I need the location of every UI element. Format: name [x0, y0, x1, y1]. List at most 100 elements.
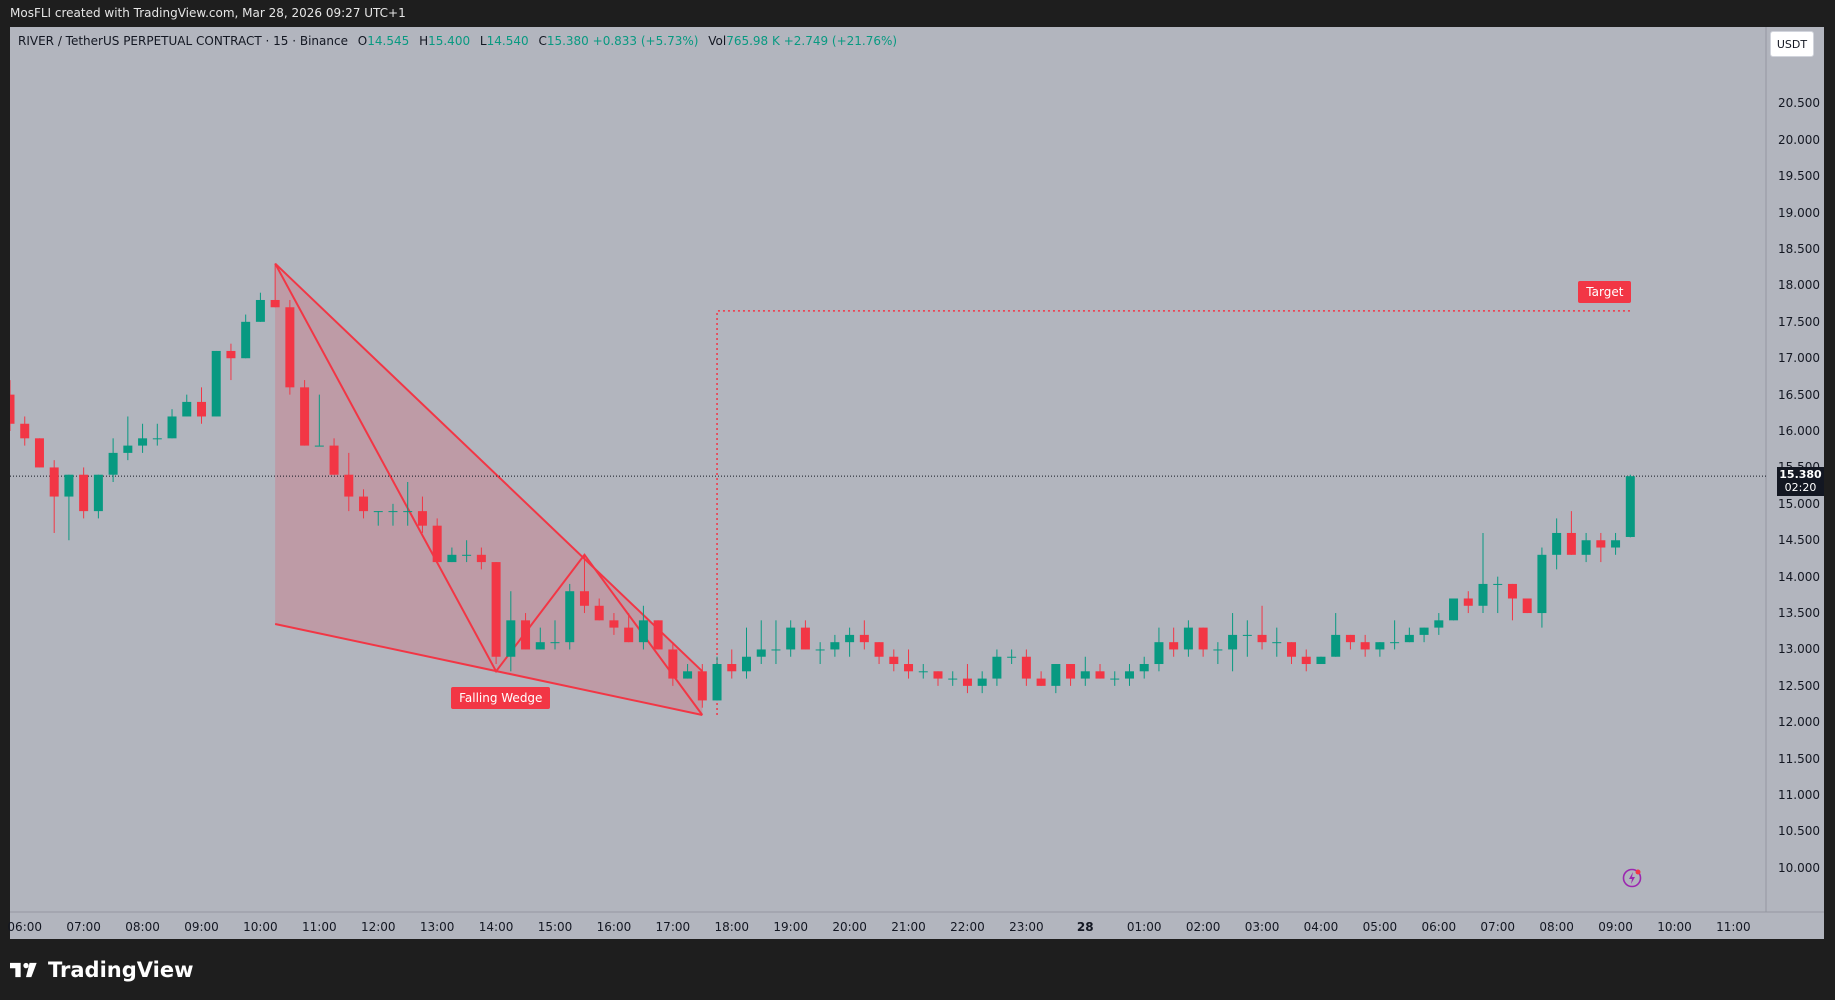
- candle-body: [1007, 656, 1017, 658]
- candle-body: [1169, 642, 1179, 650]
- candle-body: [1345, 634, 1355, 643]
- candle-body: [167, 416, 177, 439]
- candle-body: [786, 627, 796, 650]
- volume-label: Vol: [708, 34, 727, 48]
- current-price-label: 15.380 02:20: [1777, 467, 1824, 497]
- wedge-lower-line: [274, 622, 703, 716]
- candle-body: [683, 671, 693, 679]
- candle-body: [447, 554, 457, 563]
- time-tick-label: 17:00: [655, 920, 691, 934]
- candle-body: [1331, 634, 1341, 657]
- time-tick-label: 16:00: [596, 920, 632, 934]
- candle-body: [1213, 649, 1223, 651]
- candle-body: [771, 649, 781, 651]
- price-tick-label: 18.000: [1778, 278, 1820, 293]
- close-label: C: [538, 34, 547, 48]
- candle-body: [697, 671, 707, 701]
- chart-attribution: MosFLI created with TradingView.com, Mar…: [10, 6, 406, 20]
- currency-button[interactable]: USDT: [1770, 31, 1814, 57]
- candle-body: [1493, 583, 1503, 585]
- time-tick-label: 10:00: [243, 920, 278, 934]
- candle-body: [874, 642, 884, 657]
- time-tick-label: 03:00: [1244, 920, 1280, 934]
- time-tick-label: 20:00: [832, 920, 867, 934]
- candle-body: [756, 649, 766, 657]
- time-tick-label: 22:00: [950, 920, 985, 934]
- candle-body: [1154, 642, 1164, 665]
- candle-body: [668, 649, 678, 679]
- brand-name: TradingView: [48, 958, 194, 982]
- price-tick-label: 17.500: [1778, 314, 1820, 329]
- candle-body: [1478, 583, 1488, 606]
- symbol-legend: RIVER / TetherUS PERPETUAL CONTRACT · 15…: [18, 34, 897, 48]
- candle-body: [1463, 598, 1473, 606]
- candle-body: [933, 671, 943, 679]
- candle-body: [638, 620, 648, 643]
- price-tick-label: 12.000: [1778, 715, 1820, 730]
- price-tick-label: 20.500: [1778, 96, 1820, 111]
- time-tick-label: 18:00: [714, 920, 750, 934]
- candle-body: [1611, 540, 1621, 548]
- candle-body: [79, 474, 89, 512]
- candle-body: [182, 401, 192, 417]
- snapshot-icon[interactable]: [1622, 868, 1642, 888]
- price-tick-label: 13.500: [1778, 606, 1820, 621]
- candle-body: [300, 387, 310, 446]
- time-tick-label: 28: [1076, 920, 1094, 934]
- candle-body: [653, 620, 663, 650]
- change-value: +0.833 (+5.73%): [592, 34, 699, 48]
- falling-wedge-label[interactable]: Falling Wedge: [451, 687, 551, 710]
- candle-body: [1301, 656, 1311, 665]
- candle-body: [727, 664, 737, 672]
- candle-body: [1507, 583, 1517, 599]
- candle-body: [1566, 532, 1576, 555]
- candle-body: [535, 642, 545, 650]
- price-tick-label: 14.500: [1778, 533, 1820, 548]
- candle-body: [712, 664, 722, 701]
- candle-body: [830, 642, 840, 650]
- target-label[interactable]: Target: [1578, 280, 1632, 303]
- candle-body: [962, 678, 972, 686]
- candle-body: [196, 401, 206, 417]
- candle-body: [10, 394, 15, 424]
- candle-body: [285, 307, 295, 388]
- candle-body: [1110, 678, 1120, 680]
- time-tick-label: 23:00: [1009, 920, 1044, 934]
- candle-body: [1360, 642, 1370, 650]
- high-value: 15.400: [428, 34, 471, 48]
- time-tick-label: 12:00: [360, 920, 396, 934]
- candle-body: [624, 627, 634, 643]
- candle-body: [1066, 664, 1076, 679]
- candle-body: [270, 299, 280, 308]
- candle-body: [904, 664, 914, 672]
- candle-body: [1021, 656, 1031, 679]
- candle-body: [1183, 627, 1193, 650]
- candle-body: [226, 350, 236, 359]
- candle-body: [388, 511, 398, 513]
- chart-plot[interactable]: [10, 27, 1824, 939]
- candle-body: [1552, 532, 1562, 555]
- time-tick-label: 14:00: [478, 920, 514, 934]
- price-tick-label: 12.500: [1778, 678, 1820, 693]
- time-tick-label: 09:00: [1598, 920, 1633, 934]
- candle-body: [123, 445, 133, 453]
- candle-body: [1198, 627, 1208, 650]
- candle-body: [1449, 598, 1459, 621]
- candle-body: [1242, 634, 1252, 636]
- candle-body: [344, 474, 354, 497]
- candle-body: [417, 511, 427, 526]
- time-tick-label: 11:00: [302, 920, 337, 934]
- candle-body: [1228, 634, 1238, 650]
- current-price-value: 15.380: [1779, 468, 1822, 482]
- tradingview-brand[interactable]: TradingView: [10, 955, 193, 985]
- candle-body: [550, 642, 560, 644]
- candle-body: [1287, 642, 1297, 657]
- candle-body: [20, 423, 30, 439]
- candle-body: [594, 605, 604, 621]
- candle-body: [1522, 598, 1532, 614]
- candle-body: [1139, 664, 1149, 672]
- close-value: 15.380: [546, 34, 589, 48]
- time-tick-label: 04:00: [1303, 920, 1339, 934]
- high-label: H: [419, 34, 429, 48]
- price-tick-label: 14.000: [1778, 569, 1820, 584]
